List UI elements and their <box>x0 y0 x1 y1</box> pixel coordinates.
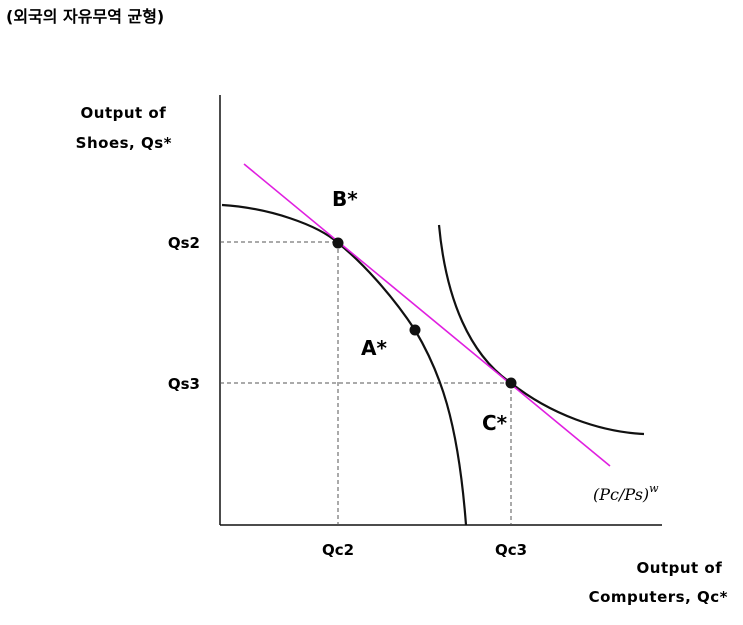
point-c-marker <box>505 377 517 389</box>
world-price-line <box>243 163 611 467</box>
tick-qc3: Qc3 <box>495 541 527 559</box>
y-axis-label-line1: Output of <box>81 104 167 122</box>
price-line-label: (Pc/Ps)w <box>593 482 659 504</box>
tick-qc2: Qc2 <box>322 541 354 559</box>
y-axis-label-line2: Shoes, Qs* <box>76 134 172 152</box>
x-axis-label-line2: Computers, Qc* <box>589 588 728 606</box>
point-b-marker <box>332 237 344 249</box>
production-possibility-frontier <box>221 203 468 526</box>
y-axis-label: Output of Shoes, Qs* <box>76 104 172 152</box>
tick-qs3: Qs3 <box>168 375 200 393</box>
point-c-label: C* <box>482 411 508 435</box>
price-ratio-text: (Pc/Ps) <box>593 485 649 504</box>
indifference-curve <box>437 224 645 436</box>
x-axis-label-line1: Output of <box>637 559 723 577</box>
point-a-marker <box>409 324 421 336</box>
price-ratio-superscript: w <box>649 482 659 495</box>
x-axis-label: Output of Computers, Qc* <box>589 559 728 606</box>
point-a-label: A* <box>361 336 387 360</box>
diagram-title: (외국의 자유무역 균형) <box>6 7 164 26</box>
point-b-label: B* <box>332 187 358 211</box>
tick-qs2: Qs2 <box>168 234 200 252</box>
